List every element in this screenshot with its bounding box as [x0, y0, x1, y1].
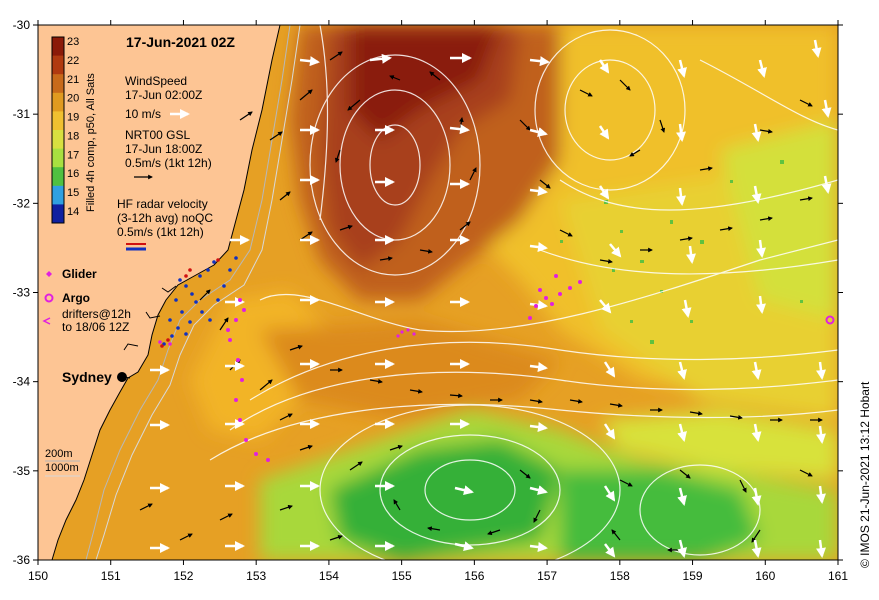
colorbar-tick-label: 22 — [67, 55, 79, 67]
ssh-contours — [209, 25, 838, 560]
colorbar-swatch — [52, 185, 64, 205]
x-tick-label: 155 — [392, 569, 412, 583]
plot-area — [38, 25, 838, 560]
colorbar-tick-label: 14 — [67, 206, 79, 218]
colorbar-tick-label: 19 — [67, 112, 79, 124]
x-tick-label: 160 — [755, 569, 775, 583]
x-tick-label: 161 — [828, 569, 848, 583]
x-tick-label: 153 — [246, 569, 266, 583]
map-title: 17-Jun-2021 02Z — [126, 34, 235, 50]
drifters-legend: drifters@12h to 18/06 12Z — [42, 307, 131, 334]
y-tick-label: -32 — [13, 196, 31, 210]
x-axis — [37, 20, 839, 565]
y-tick-label: -35 — [13, 464, 31, 478]
colorbar-swatch — [52, 167, 64, 187]
x-tick-label: 154 — [319, 569, 339, 583]
svg-text:drifters@12h: drifters@12h — [62, 307, 131, 321]
gsl-legend-title: NRT00 GSL — [125, 128, 190, 142]
y-tick-label: -36 — [13, 553, 31, 567]
colorbar-swatch — [52, 55, 64, 75]
colorbar-swatch — [52, 37, 64, 57]
x-tick-label: 150 — [28, 569, 48, 583]
colorbar: 23 22 21 20 19 18 17 16 15 14 — [51, 36, 79, 224]
y-tick-label: -34 — [13, 375, 31, 389]
hf-legend-title: HF radar velocity — [117, 197, 208, 211]
sst-field — [190, 25, 838, 560]
x-tick-label: 152 — [173, 569, 193, 583]
glider-legend: Glider — [46, 267, 97, 281]
x-tick-label: 151 — [101, 569, 121, 583]
svg-text:1000m: 1000m — [45, 462, 79, 474]
red-radar-points — [160, 258, 220, 348]
x-tick-label: 159 — [683, 569, 703, 583]
colorbar-tick-label: 23 — [67, 36, 79, 48]
x-tick-label: 158 — [610, 569, 630, 583]
wind-legend-time: 17-Jun 02:00Z — [125, 88, 202, 102]
y-axis — [33, 24, 843, 561]
colorbar-swatch — [52, 204, 64, 224]
wind-arrows — [150, 39, 832, 558]
colorbar-swatch — [52, 92, 64, 112]
colorbar-frame — [51, 36, 65, 224]
city-label-sydney: Sydney — [62, 369, 112, 385]
y-tick-label: -30 — [13, 18, 31, 32]
sydney-marker — [117, 372, 127, 382]
svg-text:200m: 200m — [45, 448, 73, 460]
gsl-legend-scale: 0.5m/s (1kt 12h) — [125, 156, 212, 170]
colorbar-tick-label: 18 — [67, 130, 79, 142]
drifter-tracks — [158, 274, 582, 462]
y-tick-label: -33 — [13, 286, 31, 300]
sst-specks — [560, 160, 803, 344]
argo-float — [825, 315, 835, 325]
colorbar-tick-label: 15 — [67, 187, 79, 199]
colorbar-label: Filled 4h comp, p50, All Sats — [85, 73, 97, 212]
y-tick-label: -31 — [13, 107, 31, 121]
colorbar-swatch — [52, 74, 64, 94]
gsl-legend-time: 17-Jun 18:00Z — [125, 142, 202, 156]
x-tick-label: 157 — [537, 569, 557, 583]
colorbar-swatch — [52, 148, 64, 168]
colorbar-tick-label: 16 — [67, 168, 79, 180]
argo-legend: Argo — [44, 291, 90, 305]
hf-legend-sub: (3-12h avg) noQC — [117, 211, 213, 225]
colorbar-tick-label: 17 — [67, 149, 79, 161]
x-tick-label: 156 — [464, 569, 484, 583]
colorbar-swatch — [52, 130, 64, 150]
svg-text:to 18/06 12Z: to 18/06 12Z — [62, 320, 129, 334]
isobath-legend: 200m 1000m — [45, 448, 80, 477]
hf-legend-scale: 0.5m/s (1kt 12h) — [117, 225, 204, 239]
colorbar-swatch — [52, 111, 64, 131]
credit-text: © IMOS 21-Jun-2021 13:12 Hobart — [858, 381, 872, 568]
colorbar-tick-label: 21 — [67, 74, 79, 86]
hf-radar-points — [162, 256, 238, 346]
wind-legend-title: WindSpeed — [125, 74, 187, 88]
svg-text:Argo: Argo — [62, 291, 90, 305]
wind-legend-scale: 10 m/s — [125, 107, 161, 121]
svg-text:Glider: Glider — [62, 267, 97, 281]
colorbar-tick-label: 20 — [67, 93, 79, 105]
land-australia — [38, 25, 281, 560]
isobaths — [85, 25, 301, 560]
